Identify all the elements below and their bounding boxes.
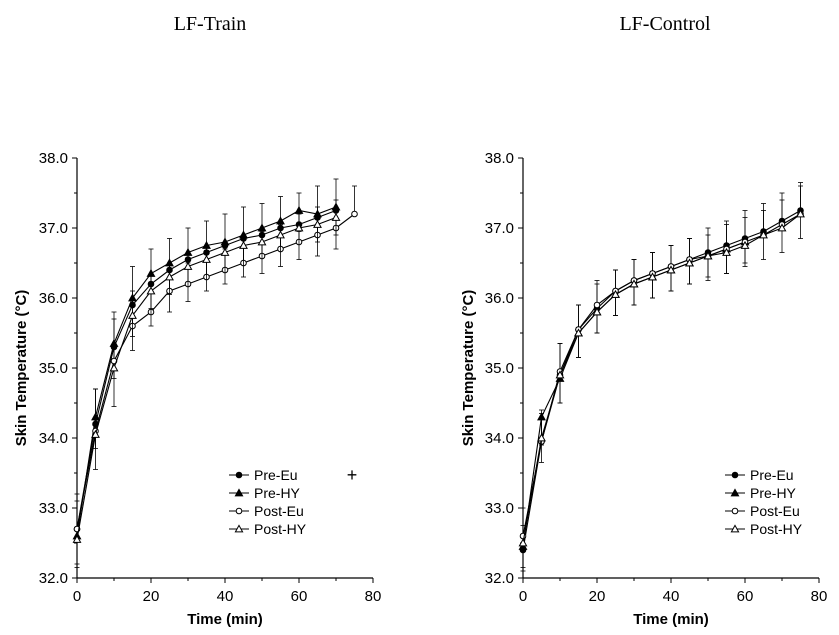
legend-marker	[234, 524, 244, 533]
legend-marker	[730, 524, 740, 533]
data-point	[146, 268, 156, 277]
series-line	[76, 213, 355, 530]
data-point	[648, 272, 657, 281]
legend-entry-label: Post-Eu	[254, 503, 304, 519]
data-point	[165, 272, 174, 281]
x-tick-label: 20	[143, 588, 160, 605]
data-point	[777, 223, 787, 232]
data-point	[257, 223, 267, 232]
y-axis-label: Skin Temperature (°C)	[460, 290, 477, 447]
data-point	[331, 212, 341, 221]
chart-panel-2: LF-Control 32.0 33.0 34.0 35.0 36.0 37.0 38.0 0 2…	[460, 13, 827, 628]
data-point	[722, 247, 731, 256]
plus-symbol: +	[347, 465, 358, 485]
x-tick-label: 40	[663, 588, 680, 605]
x-tick-label: 80	[811, 588, 828, 605]
y-tick-label: 33.0	[485, 500, 514, 517]
y-tick-label: 35.0	[485, 360, 514, 377]
chart-title: LF-Train	[174, 13, 247, 35]
series-post-hy	[72, 212, 341, 568]
data-point	[518, 538, 528, 547]
x-tick-label: 0	[519, 588, 527, 605]
data-point	[666, 265, 676, 274]
y-tick-label: 33.0	[39, 500, 68, 517]
y-axis-label: Skin Temperature (°C)	[13, 290, 30, 447]
legend-entry-label: Pre-Eu	[254, 467, 298, 483]
x-tick-label: 40	[217, 588, 234, 605]
x-tick-label: 0	[73, 588, 81, 605]
legend-marker	[234, 488, 244, 497]
data-point	[629, 279, 639, 288]
y-tick-label: 36.0	[485, 290, 514, 307]
data-point	[183, 261, 193, 270]
y-tick-label: 38.0	[39, 150, 68, 167]
data-point	[611, 289, 620, 298]
data-point	[276, 216, 285, 225]
legend-marker	[235, 471, 243, 479]
data-point	[109, 363, 119, 372]
data-point	[740, 240, 750, 249]
y-tick-label: 34.0	[485, 430, 514, 447]
legend-marker	[731, 471, 739, 479]
legend-entry-label: Post-HY	[254, 521, 307, 537]
data-point	[202, 254, 211, 263]
x-axis-label: Time (min)	[633, 611, 709, 628]
data-point	[294, 223, 304, 232]
x-tick-label: 80	[365, 588, 382, 605]
x-tick-label: 20	[589, 588, 606, 605]
data-point	[220, 247, 230, 256]
legend-marker	[235, 507, 243, 515]
data-point	[537, 433, 546, 442]
legend: Pre-Eu Pre-HY Post-Eu Post-HY	[725, 467, 803, 537]
data-point	[239, 240, 248, 249]
legend-entry-label: Post-Eu	[750, 503, 800, 519]
legend: Pre-Eu Pre-HY Post-Eu Post-HY	[229, 467, 307, 537]
data-point	[574, 328, 583, 337]
data-point	[146, 286, 156, 295]
y-tick-label: 38.0	[485, 150, 514, 167]
data-point	[796, 209, 805, 218]
data-point	[202, 240, 211, 249]
y-tick-label: 32.0	[39, 570, 68, 587]
x-axis-label: Time (min)	[187, 611, 263, 628]
series-post-hy	[518, 209, 805, 568]
legend-entry-label: Pre-HY	[254, 485, 301, 501]
y-tick-label: 37.0	[39, 220, 68, 237]
y-tick-label: 34.0	[39, 430, 68, 447]
data-point	[183, 247, 193, 256]
data-point	[294, 205, 304, 214]
data-point	[593, 301, 601, 309]
y-tick-label: 35.0	[39, 360, 68, 377]
data-point	[703, 251, 713, 260]
data-point	[128, 310, 137, 319]
y-tick-label: 32.0	[485, 570, 514, 587]
data-point	[313, 219, 322, 228]
series-line	[522, 213, 801, 537]
legend-entry-label: Pre-HY	[750, 485, 797, 501]
chart-title: LF-Control	[619, 13, 711, 35]
data-point	[72, 534, 82, 543]
legend-marker	[730, 488, 740, 497]
x-tick-label: 60	[291, 588, 308, 605]
data-point	[351, 210, 358, 218]
series-line	[522, 213, 801, 544]
data-point	[257, 237, 267, 246]
data-point	[239, 230, 248, 239]
data-point	[555, 370, 565, 379]
data-point	[220, 237, 230, 246]
data-point	[759, 230, 768, 239]
legend-entry-label: Pre-Eu	[750, 467, 794, 483]
chart-panel-1: LF-Train 32.0 33.0 34.0 35.0 36.0 37.0 38.0 0 20 4…	[13, 13, 381, 628]
data-point	[91, 429, 100, 438]
data-point	[685, 258, 694, 267]
data-point	[592, 307, 602, 316]
legend-entry-label: Post-HY	[750, 521, 803, 537]
x-tick-label: 60	[737, 588, 754, 605]
data-point	[276, 230, 285, 239]
y-tick-label: 36.0	[39, 290, 68, 307]
legend-marker	[731, 507, 739, 515]
y-tick-label: 37.0	[485, 220, 514, 237]
